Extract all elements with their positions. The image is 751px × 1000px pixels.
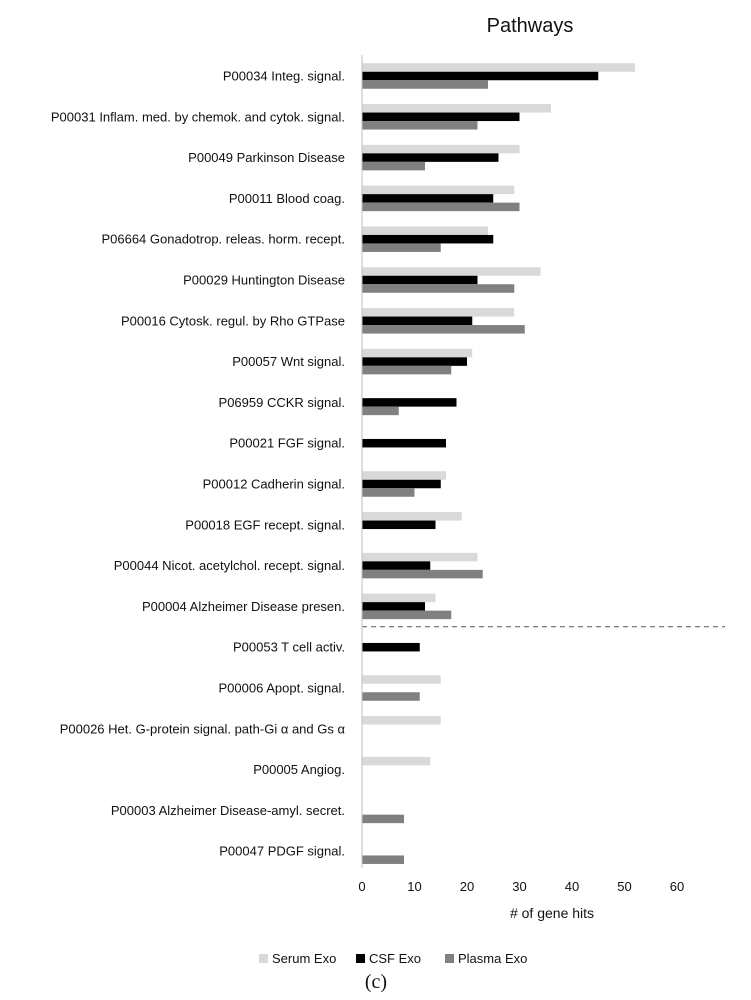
bar-serum-exo (362, 144, 520, 154)
category-label: P00011 Blood coag. (229, 191, 345, 206)
category-label: P00018 EGF recept. signal. (185, 517, 345, 532)
category-label: P00047 PDGF signal. (219, 844, 345, 859)
bar-plasma-exo (362, 855, 404, 864)
bar-csf-exo (362, 398, 457, 407)
bar-plasma-exo (362, 569, 483, 579)
bar-plasma-exo (362, 814, 404, 824)
bar-plasma-exo (362, 325, 525, 334)
x-axis: 0 10 20 30 40 50 60 (358, 55, 684, 894)
bar-csf-exo (362, 438, 446, 448)
legend-label: Serum Exo (272, 951, 336, 966)
bar-plasma-exo (362, 365, 452, 375)
bar-csf-exo (362, 479, 441, 489)
bar-serum-exo (362, 471, 446, 480)
bar-serum-exo (362, 308, 515, 317)
bar-csf-exo (362, 71, 599, 81)
bar-plasma-exo (362, 488, 415, 497)
category-label: P06664 Gonadotrop. releas. horm. recept. (101, 232, 345, 247)
x-axis-label: # of gene hits (510, 905, 594, 921)
category-label: P00012 Cadherin signal. (203, 477, 345, 492)
bar-csf-exo (362, 602, 425, 611)
bar-csf-exo (362, 561, 431, 570)
bar-serum-exo (362, 185, 515, 195)
bar-serum-exo (362, 675, 441, 684)
bar-plasma-exo (362, 161, 425, 171)
category-label: P00057 Wnt signal. (232, 354, 345, 369)
bar-csf-exo (362, 194, 494, 203)
category-label: P06959 CCKR signal. (219, 395, 345, 410)
legend-swatch (445, 954, 454, 963)
bar-serum-exo (362, 593, 436, 603)
category-label: P00006 Apopt. signal. (219, 681, 346, 696)
x-tick-label: 10 (407, 879, 421, 894)
category-label: P00029 Huntington Disease (183, 273, 345, 288)
bar-serum-exo (362, 756, 431, 766)
x-tick-label: 40 (565, 879, 579, 894)
bar-csf-exo (362, 642, 420, 652)
bar-plasma-exo (362, 284, 515, 293)
x-tick-label: 20 (460, 879, 474, 894)
bar-csf-exo (362, 316, 473, 326)
bar-serum-exo (362, 63, 635, 72)
category-label: P00004 Alzheimer Disease presen. (142, 599, 345, 614)
bar-csf-exo (362, 275, 478, 285)
bar-csf-exo (362, 153, 499, 162)
category-label: P00034 Integ. signal. (223, 69, 345, 84)
bar-serum-exo (362, 348, 473, 358)
bar-serum-exo (362, 267, 541, 276)
category-label: P00016 Cytosk. regul. by Rho GTPase (121, 313, 345, 328)
bars-layer (362, 63, 725, 864)
bar-csf-exo (362, 234, 494, 244)
category-label: P00005 Angiog. (253, 762, 345, 777)
bar-csf-exo (362, 112, 520, 122)
category-label: P00003 Alzheimer Disease-amyl. secret. (111, 803, 345, 818)
bar-plasma-exo (362, 202, 520, 212)
bar-plasma-exo (362, 243, 441, 252)
legend-label: Plasma Exo (458, 951, 527, 966)
bar-csf-exo (362, 520, 436, 530)
bar-serum-exo (362, 104, 551, 113)
bar-plasma-exo (362, 121, 478, 130)
category-label: P00021 FGF signal. (229, 436, 345, 451)
panel-label: (c) (365, 971, 387, 993)
x-tick-label: 0 (358, 879, 365, 894)
category-label: P00044 Nicot. acetylchol. recept. signal… (114, 558, 345, 573)
bar-plasma-exo (362, 692, 420, 701)
x-tick-label: 60 (670, 879, 684, 894)
x-tick-label: 30 (512, 879, 526, 894)
bar-serum-exo (362, 716, 441, 725)
bar-plasma-exo (362, 610, 452, 620)
chart-title: Pathways (487, 15, 574, 37)
bar-serum-exo (362, 552, 478, 562)
category-labels: P00034 Integ. signal. P00031 Inflam. med.… (51, 69, 346, 859)
bar-csf-exo (362, 357, 467, 366)
category-label: P00053 T cell activ. (233, 640, 345, 655)
bar-serum-exo (362, 226, 488, 235)
bar-plasma-exo (362, 406, 399, 416)
legend-label: CSF Exo (369, 951, 421, 966)
legend-swatch (259, 954, 268, 963)
category-label: P00026 Het. G-protein signal. path-Gi α … (60, 721, 346, 736)
legend-swatch (356, 954, 365, 963)
bar-plasma-exo (362, 80, 488, 89)
category-label: P00049 Parkinson Disease (188, 150, 345, 165)
x-tick-label: 50 (617, 879, 631, 894)
category-label: P00031 Inflam. med. by chemok. and cytok… (51, 109, 345, 124)
legend: Serum Exo CSF Exo Plasma Exo (259, 951, 527, 966)
bar-serum-exo (362, 512, 462, 521)
